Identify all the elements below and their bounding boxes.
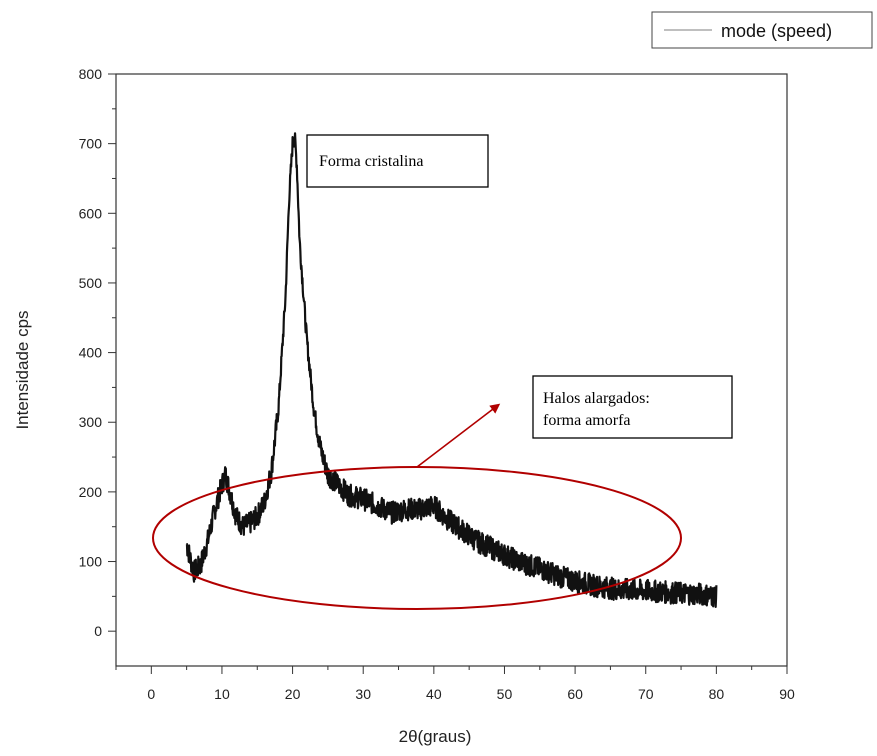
y-axis-title: Intensidade cps (13, 310, 32, 429)
annotation-amorphous-line2: forma amorfa (543, 412, 631, 429)
y-tick-label: 800 (79, 66, 103, 82)
series-line-mode-speed (185, 132, 718, 609)
annotation-amorphous-box (532, 375, 733, 439)
x-tick-label: 20 (285, 686, 301, 702)
annotation-arrow (416, 403, 501, 468)
legend-label: mode (speed) (721, 21, 832, 41)
y-tick-label: 200 (79, 484, 103, 500)
x-axis-title: 2θ(graus) (399, 727, 472, 746)
y-tick-label: 0 (94, 623, 102, 639)
annotation-amorphous: Halos alargados: forma amorfa (532, 375, 733, 439)
annotation-crystalline-box (306, 134, 489, 188)
y-axis-ticks: 0 100 200 300 400 500 600 700 800 (79, 66, 116, 639)
plot-frame (115, 73, 788, 667)
x-tick-label: 70 (638, 686, 654, 702)
y-tick-label: 500 (79, 275, 103, 291)
y-tick-label: 300 (79, 414, 103, 430)
annotation-crystalline: Forma cristalina (306, 134, 489, 188)
y-tick-label: 400 (79, 345, 103, 361)
x-tick-label: 50 (497, 686, 513, 702)
x-axis-ticks: 0 10 20 30 40 50 60 70 80 90 (115, 666, 795, 702)
x-tick-label: 40 (426, 686, 442, 702)
x-tick-label: 60 (567, 686, 583, 702)
annotation-crystalline-text: Forma cristalina (319, 153, 423, 170)
x-tick-label: 0 (147, 686, 155, 702)
y-tick-label: 700 (79, 136, 103, 152)
x-tick-label: 30 (355, 686, 371, 702)
amorphous-halo-ellipse (152, 466, 682, 610)
legend: mode (speed) (651, 11, 873, 49)
x-tick-label: 80 (709, 686, 725, 702)
x-tick-label: 90 (779, 686, 795, 702)
y-tick-label: 100 (79, 554, 103, 570)
annotation-amorphous-line1: Halos alargados: (543, 390, 650, 407)
x-tick-label: 10 (214, 686, 230, 702)
y-tick-label: 600 (79, 205, 103, 221)
